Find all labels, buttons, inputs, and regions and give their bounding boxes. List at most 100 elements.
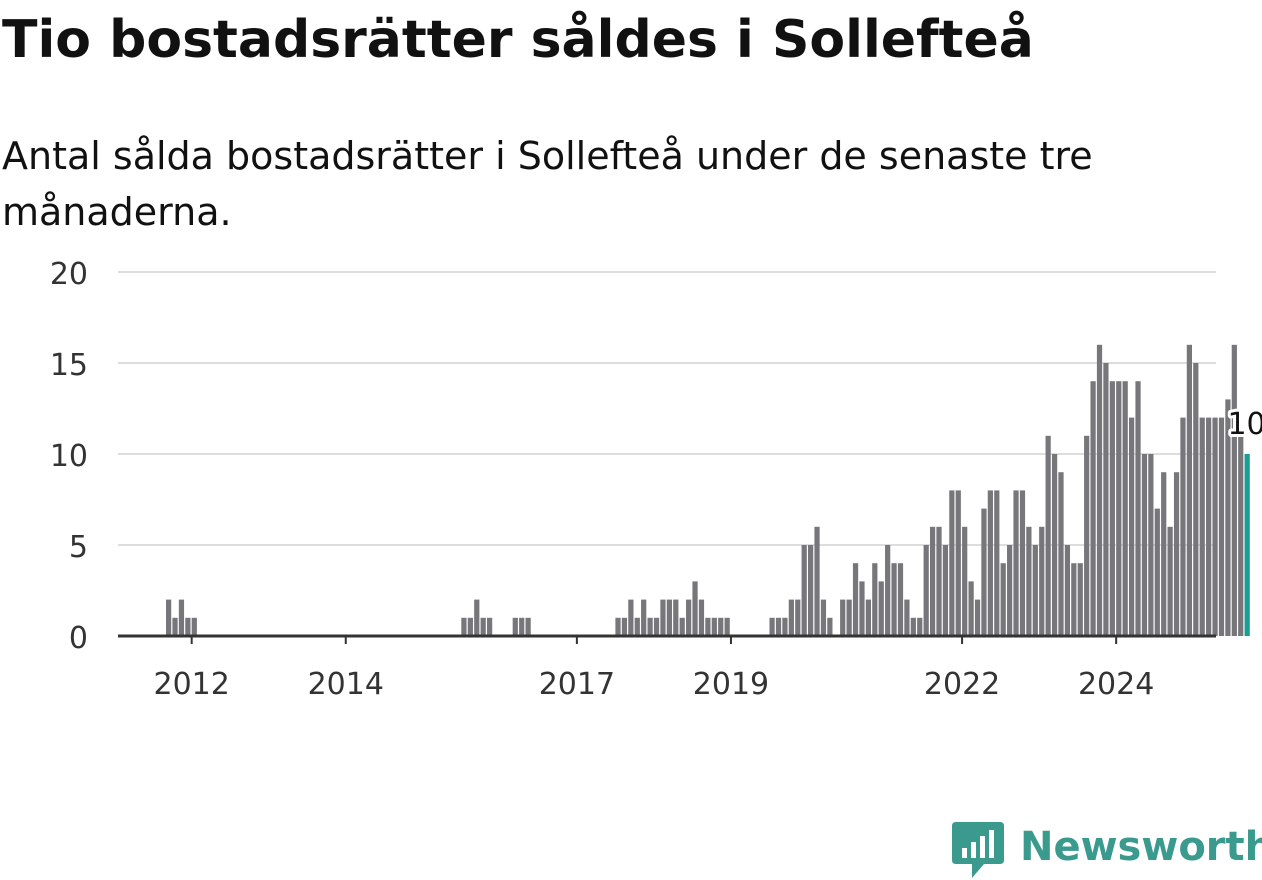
bar <box>711 617 717 636</box>
y-tick-label: 5 <box>69 530 88 565</box>
bar <box>512 617 518 636</box>
bar <box>1173 472 1180 636</box>
bar <box>1007 545 1013 636</box>
x-tick-label: 2017 <box>539 667 615 702</box>
bar <box>628 599 634 636</box>
bar <box>1058 472 1064 636</box>
bar <box>474 599 480 636</box>
bar <box>525 617 531 636</box>
chart-subtitle: Antal sålda bostadsrätter i Sollefteå un… <box>2 134 1093 234</box>
bar <box>1103 363 1109 636</box>
bar <box>917 617 923 636</box>
bar <box>865 599 871 636</box>
bar <box>1225 399 1231 636</box>
bar <box>461 617 467 636</box>
bar <box>897 563 904 636</box>
bar <box>968 581 974 636</box>
bar <box>1090 381 1096 636</box>
y-tick-label: 15 <box>50 348 88 383</box>
bar <box>718 617 724 636</box>
bar <box>666 599 672 636</box>
bar <box>634 617 640 636</box>
bar <box>872 563 878 636</box>
highlight-bar <box>1244 454 1250 636</box>
x-tick-label: 2024 <box>1078 667 1154 702</box>
bar <box>673 599 679 636</box>
bar <box>1064 545 1071 636</box>
bar <box>1231 344 1237 636</box>
bar <box>1148 454 1154 636</box>
bar <box>846 599 852 636</box>
bar <box>1116 381 1122 636</box>
bar <box>641 599 647 636</box>
bar <box>1096 344 1103 636</box>
y-tick-label: 20 <box>50 257 88 292</box>
bar <box>1135 381 1141 636</box>
bar <box>705 617 711 636</box>
bar <box>1071 563 1077 636</box>
bar <box>1032 545 1038 636</box>
bar <box>724 617 730 636</box>
bar <box>1013 490 1019 636</box>
bar <box>801 545 807 636</box>
bar <box>782 617 788 636</box>
x-tick-label: 2012 <box>154 667 230 702</box>
bar <box>929 526 936 636</box>
bar <box>185 617 191 636</box>
bar <box>827 617 833 636</box>
bar <box>987 490 993 636</box>
bar <box>1109 381 1115 636</box>
bar <box>1026 526 1032 636</box>
bar <box>1051 454 1058 636</box>
bar <box>775 617 782 636</box>
bar <box>981 508 987 636</box>
bar <box>487 617 493 636</box>
highlight-value-label: 10 <box>1227 407 1262 442</box>
bar <box>1206 417 1212 636</box>
bar <box>955 490 961 636</box>
bar <box>891 563 897 636</box>
bar <box>1238 435 1244 636</box>
bar <box>1129 417 1135 636</box>
bar <box>904 599 910 636</box>
x-tick-label: 2019 <box>693 667 769 702</box>
bar <box>852 563 859 636</box>
bar <box>840 599 846 636</box>
x-tick-label: 2022 <box>924 667 1000 702</box>
bar <box>1154 508 1160 636</box>
bar <box>942 545 949 636</box>
chart-title: Tio bostadsrätter såldes i Sollefteå <box>2 10 1034 70</box>
bar <box>1084 435 1090 636</box>
bar-chart: 0 5 10 15 20 2012 2014 2017 2019 2022 2024 10 <box>50 257 1262 702</box>
bar <box>1161 472 1167 636</box>
bar <box>166 599 172 636</box>
bar <box>1199 417 1205 636</box>
bar <box>1019 490 1026 636</box>
bar <box>814 526 820 636</box>
bar <box>1193 363 1199 636</box>
bar <box>191 617 197 636</box>
x-tick-label: 2014 <box>308 667 384 702</box>
bar <box>647 617 653 636</box>
brand-name: Newsworthy <box>1020 824 1262 870</box>
bar <box>698 599 705 636</box>
bar <box>1000 563 1006 636</box>
bar <box>172 617 178 636</box>
bar <box>621 617 628 636</box>
bar <box>994 490 1000 636</box>
bar <box>1122 381 1128 636</box>
bar <box>1077 563 1083 636</box>
bar <box>692 581 698 636</box>
y-tick-label: 10 <box>50 439 88 474</box>
bar <box>679 617 685 636</box>
bar <box>1186 344 1192 636</box>
bar <box>480 617 486 636</box>
bar <box>1180 417 1186 636</box>
bar <box>949 490 955 636</box>
bar <box>820 599 827 636</box>
newsworthy-logo: Newsworthy <box>950 818 1262 880</box>
bar <box>788 599 794 636</box>
y-tick-label: 0 <box>69 621 88 656</box>
bar <box>910 617 916 636</box>
bar <box>974 599 981 636</box>
